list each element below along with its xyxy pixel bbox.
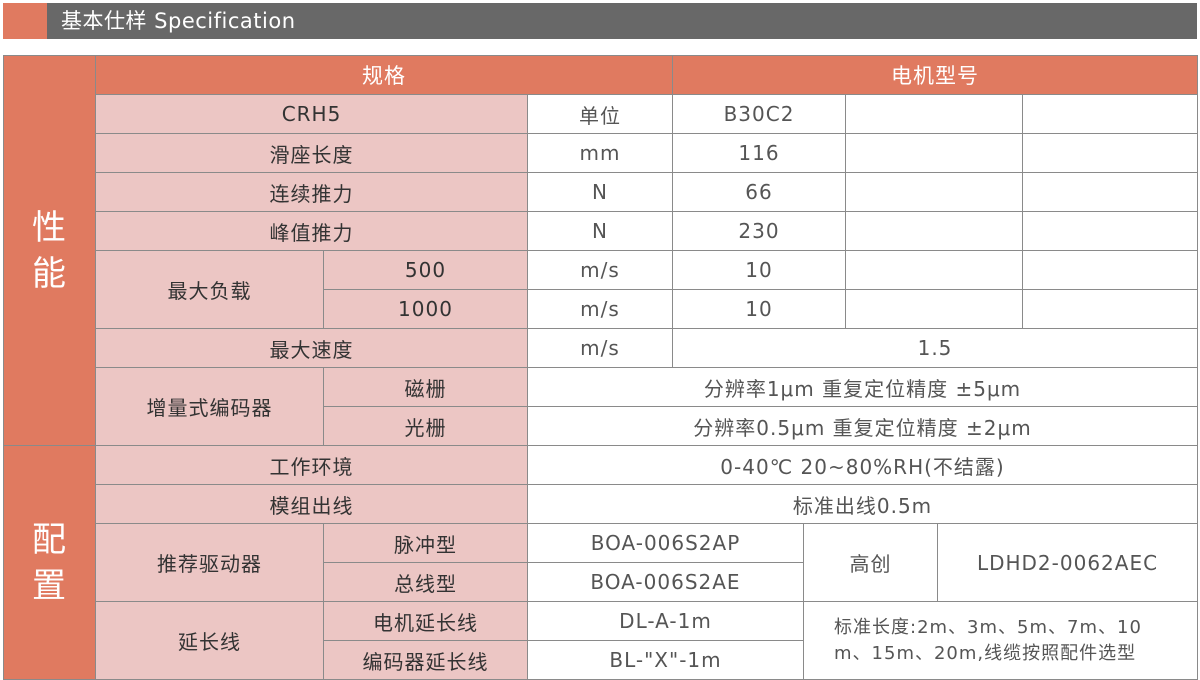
- row-label: 模组出线: [95, 484, 528, 524]
- table-row: 最大负载 500 m/s 10: [4, 250, 1199, 329]
- sub-label: 脉冲型: [323, 523, 528, 563]
- empty-cell: [1021, 133, 1199, 173]
- empty-cell: [1021, 250, 1199, 290]
- value-cell: DL-A-1m: [527, 601, 804, 641]
- empty-cell: [845, 172, 1023, 212]
- header-motor-model: 电机型号: [671, 55, 1199, 95]
- row-label: 峰值推力: [95, 211, 528, 251]
- empty-cell: [845, 289, 1023, 329]
- empty-cell: [845, 133, 1023, 173]
- unit-cell: N: [527, 211, 673, 251]
- unit-cell: N: [527, 172, 673, 212]
- empty-cell: [1021, 172, 1199, 212]
- sub-label: 500: [323, 250, 528, 290]
- value-cell: 116: [672, 133, 846, 173]
- table-row: 最大速度 m/s 1.5: [4, 328, 1199, 368]
- value-cell: 标准出线0.5m: [526, 484, 1199, 524]
- value-cell: 10: [672, 289, 846, 329]
- value-cell: 1.5: [671, 328, 1199, 368]
- table-row: 推荐驱动器 脉冲型 BOA-006S2AP 高创 LDHD2-0062AEC: [4, 523, 1199, 602]
- value-cell: 0-40℃ 20~80%RH(不结露): [526, 445, 1199, 485]
- cell-text: 性: [32, 207, 67, 248]
- row-label: 最大速度: [95, 328, 528, 368]
- row-label: 推荐驱动器: [95, 523, 324, 602]
- cell-text: 能: [32, 253, 67, 294]
- row-label: 工作环境: [95, 445, 528, 485]
- section-title: 基本仕样 Specification: [61, 9, 296, 33]
- table-row: 模组出线 标准出线0.5m: [4, 484, 1199, 524]
- table-row: 增量式编码器 磁栅 分辨率1μm 重复定位精度 ±5μm: [4, 367, 1199, 446]
- spec-table: 性能 规格 电机型号 CRH5 单位 B30C2 滑座长度 mm 116 连续推…: [3, 55, 1199, 680]
- sub-label: 编码器延长线: [323, 640, 528, 680]
- cell-text: 置: [32, 565, 67, 606]
- table-row: 峰值推力 N 230: [4, 211, 1199, 251]
- table-row: 配置 工作环境 0-40℃ 20~80%RH(不结露): [3, 445, 1199, 680]
- row-label: 延长线: [95, 601, 324, 680]
- empty-cell: [1021, 289, 1199, 329]
- unit-cell: m/s: [527, 289, 673, 329]
- unit-cell: 单位: [527, 94, 673, 134]
- sub-label: 光栅: [323, 406, 528, 446]
- value-cell: BL-"X"-1m: [527, 640, 804, 680]
- table-row: 滑座长度 mm 116: [4, 133, 1199, 173]
- empty-cell: [1021, 211, 1199, 251]
- value-cell: 分辨率0.5μm 重复定位精度 ±2μm: [526, 406, 1199, 446]
- sub-label: 1000: [323, 289, 528, 329]
- value-cell: 230: [672, 211, 846, 251]
- table-row: 延长线 电机延长线 DL-A-1m 标准长度:2m、3m、5m、7m、10 m、1…: [4, 601, 1199, 680]
- empty-cell: [845, 211, 1023, 251]
- cell-text: m、15m、20m,线缆按照配件选型: [834, 642, 1137, 664]
- row-label: 最大负载: [95, 250, 324, 329]
- unit-cell: m/s: [527, 250, 673, 290]
- driver-model: LDHD2-0062AEC: [936, 523, 1199, 602]
- cell-text: 配: [32, 519, 67, 560]
- unit-cell: mm: [527, 133, 673, 173]
- sub-label: 总线型: [323, 562, 528, 602]
- row-label: 滑座长度: [95, 133, 528, 173]
- row-label: CRH5: [95, 94, 528, 134]
- table-row: 连续推力 N 66: [4, 172, 1199, 212]
- empty-cell: [845, 250, 1023, 290]
- row-label: 连续推力: [95, 172, 528, 212]
- value-cell: 66: [672, 172, 846, 212]
- table-row: 编码器延长线 BL-"X"-1m: [4, 640, 1198, 680]
- value-cell: 10: [672, 250, 846, 290]
- empty-cell: [1021, 94, 1199, 134]
- category-performance: 性能: [3, 55, 96, 446]
- value-cell: B30C2: [672, 94, 846, 134]
- driver-brand: 高创: [803, 523, 938, 602]
- header-spec: 规格: [95, 55, 673, 95]
- sub-label: 电机延长线: [323, 601, 528, 641]
- section-header: 基本仕样 Specification: [3, 3, 1197, 39]
- row-label: 增量式编码器: [95, 367, 324, 446]
- value-cell: 分辨率1μm 重复定位精度 ±5μm: [526, 367, 1199, 407]
- extension-note: 标准长度:2m、3m、5m、7m、10 m、15m、20m,线缆按照配件选型: [802, 601, 1199, 680]
- header-accent-block: [3, 3, 47, 39]
- value-cell: BOA-006S2AE: [527, 562, 804, 602]
- table-row: 总线型 BOA-006S2AE: [4, 562, 1198, 602]
- empty-cell: [845, 94, 1023, 134]
- sub-label: 磁栅: [323, 367, 528, 407]
- table-row: CRH5 单位 B30C2: [4, 94, 1199, 134]
- value-cell: BOA-006S2AP: [527, 523, 804, 563]
- category-configuration: 配置: [3, 445, 96, 680]
- cell-text: 标准长度:2m、3m、5m、7m、10: [834, 616, 1142, 638]
- unit-cell: m/s: [527, 328, 673, 368]
